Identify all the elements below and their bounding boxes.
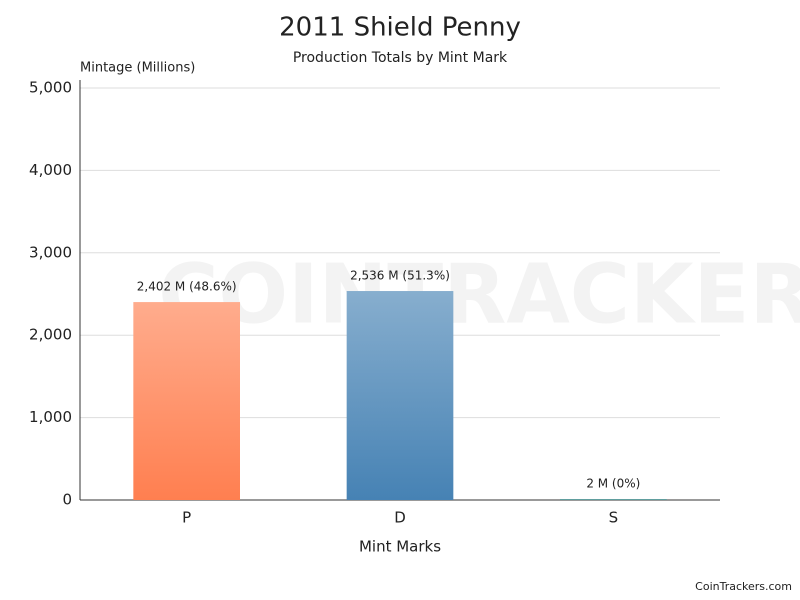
credit: CoinTrackers.com [695, 580, 792, 593]
x-tick-label: P [182, 509, 191, 527]
y-tick-label: 3,000 [29, 243, 72, 261]
chart-title: 2011 Shield Penny [279, 13, 521, 43]
bar [133, 302, 240, 500]
x-tick-label: S [609, 509, 619, 527]
chart-subtitle: Production Totals by Mint Mark [293, 50, 508, 66]
y-tick-label: 4,000 [29, 161, 72, 179]
x-tick-label: D [394, 509, 406, 527]
value-label: 2 M (0%) [586, 477, 640, 491]
y-tick-label: 5,000 [29, 79, 72, 97]
y-tick-label: 1,000 [29, 408, 72, 426]
bar [346, 291, 454, 500]
bar [560, 499, 667, 500]
y-tick-label: 2,000 [29, 326, 72, 344]
y-tick-label: 0 [62, 491, 72, 509]
value-label: 2,536 M (51.3%) [350, 269, 450, 283]
value-label: 2,402 M (48.6%) [137, 280, 237, 294]
watermark: COINTRACKERS [158, 247, 800, 342]
y-axis-label: Mintage (Millions) [80, 61, 195, 76]
x-axis-label: Mint Marks [359, 538, 441, 556]
